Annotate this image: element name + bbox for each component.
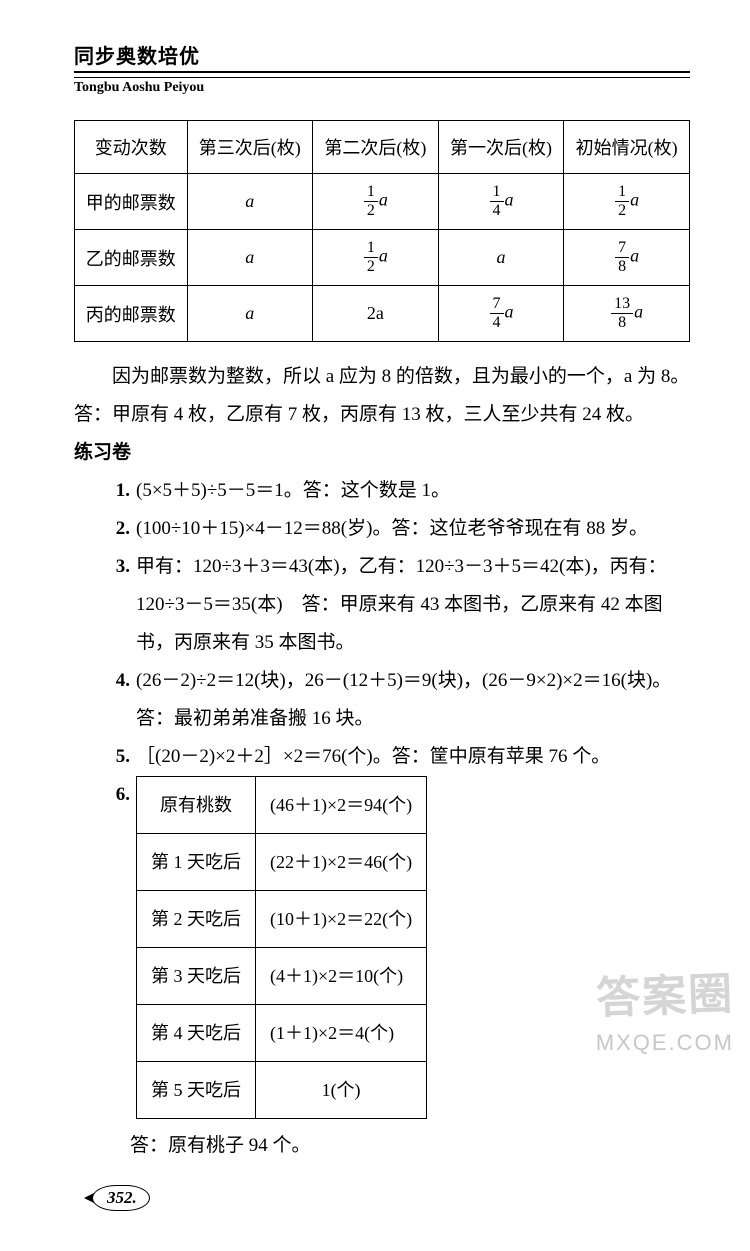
- list-text: (5×5＋5)÷5－5＝1。答：这个数是 1。: [136, 472, 690, 510]
- page-number-text: 352.: [92, 1185, 150, 1211]
- book-title-cn: 同步奥数培优: [74, 40, 690, 69]
- cell: a: [187, 286, 313, 342]
- cell: 第 5 天吃后: [137, 1062, 256, 1119]
- header-rule: [74, 71, 690, 78]
- cell: (46＋1)×2＝94(个): [256, 777, 427, 834]
- list-item: 5. ［(20－2)×2＋2］×2＝76(个)。答：筐中原有苹果 76 个。: [74, 738, 690, 776]
- book-header: 同步奥数培优 Tongbu Aoshu Peiyou: [74, 40, 690, 96]
- cell: 78a: [564, 230, 690, 286]
- cell: 原有桃数: [137, 777, 256, 834]
- list-item: 1. (5×5＋5)÷5－5＝1。答：这个数是 1。: [74, 472, 690, 510]
- table-row: 变动次数 第三次后(枚) 第二次后(枚) 第一次后(枚) 初始情况(枚): [75, 121, 690, 174]
- row-label: 丙的邮票数: [75, 286, 188, 342]
- cell: a: [187, 174, 313, 230]
- list-item: 4. (26－2)÷2＝12(块)，26－(12＋5)＝9(块)，(26－9×2…: [74, 662, 690, 738]
- peach-table: 原有桃数(46＋1)×2＝94(个) 第 1 天吃后(22＋1)×2＝46(个)…: [136, 776, 427, 1119]
- list-text: (26－2)÷2＝12(块)，26－(12＋5)＝9(块)，(26－9×2)×2…: [136, 662, 690, 738]
- cell: 2a: [313, 286, 439, 342]
- list-number: 1.: [74, 472, 136, 510]
- cell: 14a: [438, 174, 564, 230]
- list-text: (100÷10＋15)×4－12＝88(岁)。答：这位老爷爷现在有 88 岁。: [136, 510, 690, 548]
- watermark-text: 答案圈: [595, 958, 735, 1027]
- cell: 第 1 天吃后: [137, 834, 256, 891]
- cell: a: [438, 230, 564, 286]
- table-row: 第 4 天吃后(1＋1)×2＝4(个): [137, 1005, 427, 1062]
- cell: (1＋1)×2＝4(个): [256, 1005, 427, 1062]
- table-row: 第 5 天吃后1(个): [137, 1062, 427, 1119]
- cell: 12a: [313, 230, 439, 286]
- table-row: 原有桃数(46＋1)×2＝94(个): [137, 777, 427, 834]
- list-number: 5.: [74, 738, 136, 776]
- table-row: 第 3 天吃后(4＋1)×2＝10(个): [137, 948, 427, 1005]
- list-item: 2. (100÷10＋15)×4－12＝88(岁)。答：这位老爷爷现在有 88 …: [74, 510, 690, 548]
- list-item: 6. 原有桃数(46＋1)×2＝94(个) 第 1 天吃后(22＋1)×2＝46…: [74, 776, 690, 1127]
- table-row: 第 2 天吃后(10＋1)×2＝22(个): [137, 891, 427, 948]
- cell: (4＋1)×2＝10(个): [256, 948, 427, 1005]
- cell: 74a: [438, 286, 564, 342]
- table-row: 丙的邮票数 a 2a 74a 138a: [75, 286, 690, 342]
- row-label: 甲的邮票数: [75, 174, 188, 230]
- cell: 第 2 天吃后: [137, 891, 256, 948]
- list-text: ［(20－2)×2＋2］×2＝76(个)。答：筐中原有苹果 76 个。: [136, 738, 690, 776]
- answer-text: 答：甲原有 4 枚，乙原有 7 枚，丙原有 13 枚，三人至少共有 24 枚。: [74, 396, 690, 434]
- col-header: 第二次后(枚): [313, 121, 439, 174]
- answer-text: 答：原有桃子 94 个。: [130, 1127, 690, 1165]
- stamps-table: 变动次数 第三次后(枚) 第二次后(枚) 第一次后(枚) 初始情况(枚) 甲的邮…: [74, 120, 690, 342]
- cell: a: [187, 230, 313, 286]
- col-header: 变动次数: [75, 121, 188, 174]
- table-row: 甲的邮票数 a 12a 14a 12a: [75, 174, 690, 230]
- cell: 第 4 天吃后: [137, 1005, 256, 1062]
- col-header: 第一次后(枚): [438, 121, 564, 174]
- practice-heading: 练习卷: [74, 434, 690, 472]
- cell: (10＋1)×2＝22(个): [256, 891, 427, 948]
- cell: 138a: [564, 286, 690, 342]
- page-number: 352.: [84, 1185, 150, 1211]
- book-title-pinyin: Tongbu Aoshu Peiyou: [74, 80, 690, 96]
- list-text: 甲有：120÷3＋3＝43(本)，乙有：120÷3－3＋5＝42(本)，丙有：1…: [136, 548, 690, 662]
- list-number: 4.: [74, 662, 136, 700]
- list-number: 2.: [74, 510, 136, 548]
- list-number: 6.: [74, 776, 136, 814]
- list-number: 3.: [74, 548, 136, 586]
- cell: (22＋1)×2＝46(个): [256, 834, 427, 891]
- list-item: 3. 甲有：120÷3＋3＝43(本)，乙有：120÷3－3＋5＝42(本)，丙…: [74, 548, 690, 662]
- cell: 第 3 天吃后: [137, 948, 256, 1005]
- col-header: 第三次后(枚): [187, 121, 313, 174]
- cell: 1(个): [256, 1062, 427, 1119]
- watermark-url: MXQE.COM: [596, 1030, 734, 1056]
- cell: 12a: [564, 174, 690, 230]
- list-content: 原有桃数(46＋1)×2＝94(个) 第 1 天吃后(22＋1)×2＝46(个)…: [136, 776, 690, 1127]
- explanation-text: 因为邮票数为整数，所以 a 应为 8 的倍数，且为最小的一个，a 为 8。: [74, 358, 690, 396]
- row-label: 乙的邮票数: [75, 230, 188, 286]
- table-row: 第 1 天吃后(22＋1)×2＝46(个): [137, 834, 427, 891]
- cell: 12a: [313, 174, 439, 230]
- table-row: 乙的邮票数 a 12a a 78a: [75, 230, 690, 286]
- col-header: 初始情况(枚): [564, 121, 690, 174]
